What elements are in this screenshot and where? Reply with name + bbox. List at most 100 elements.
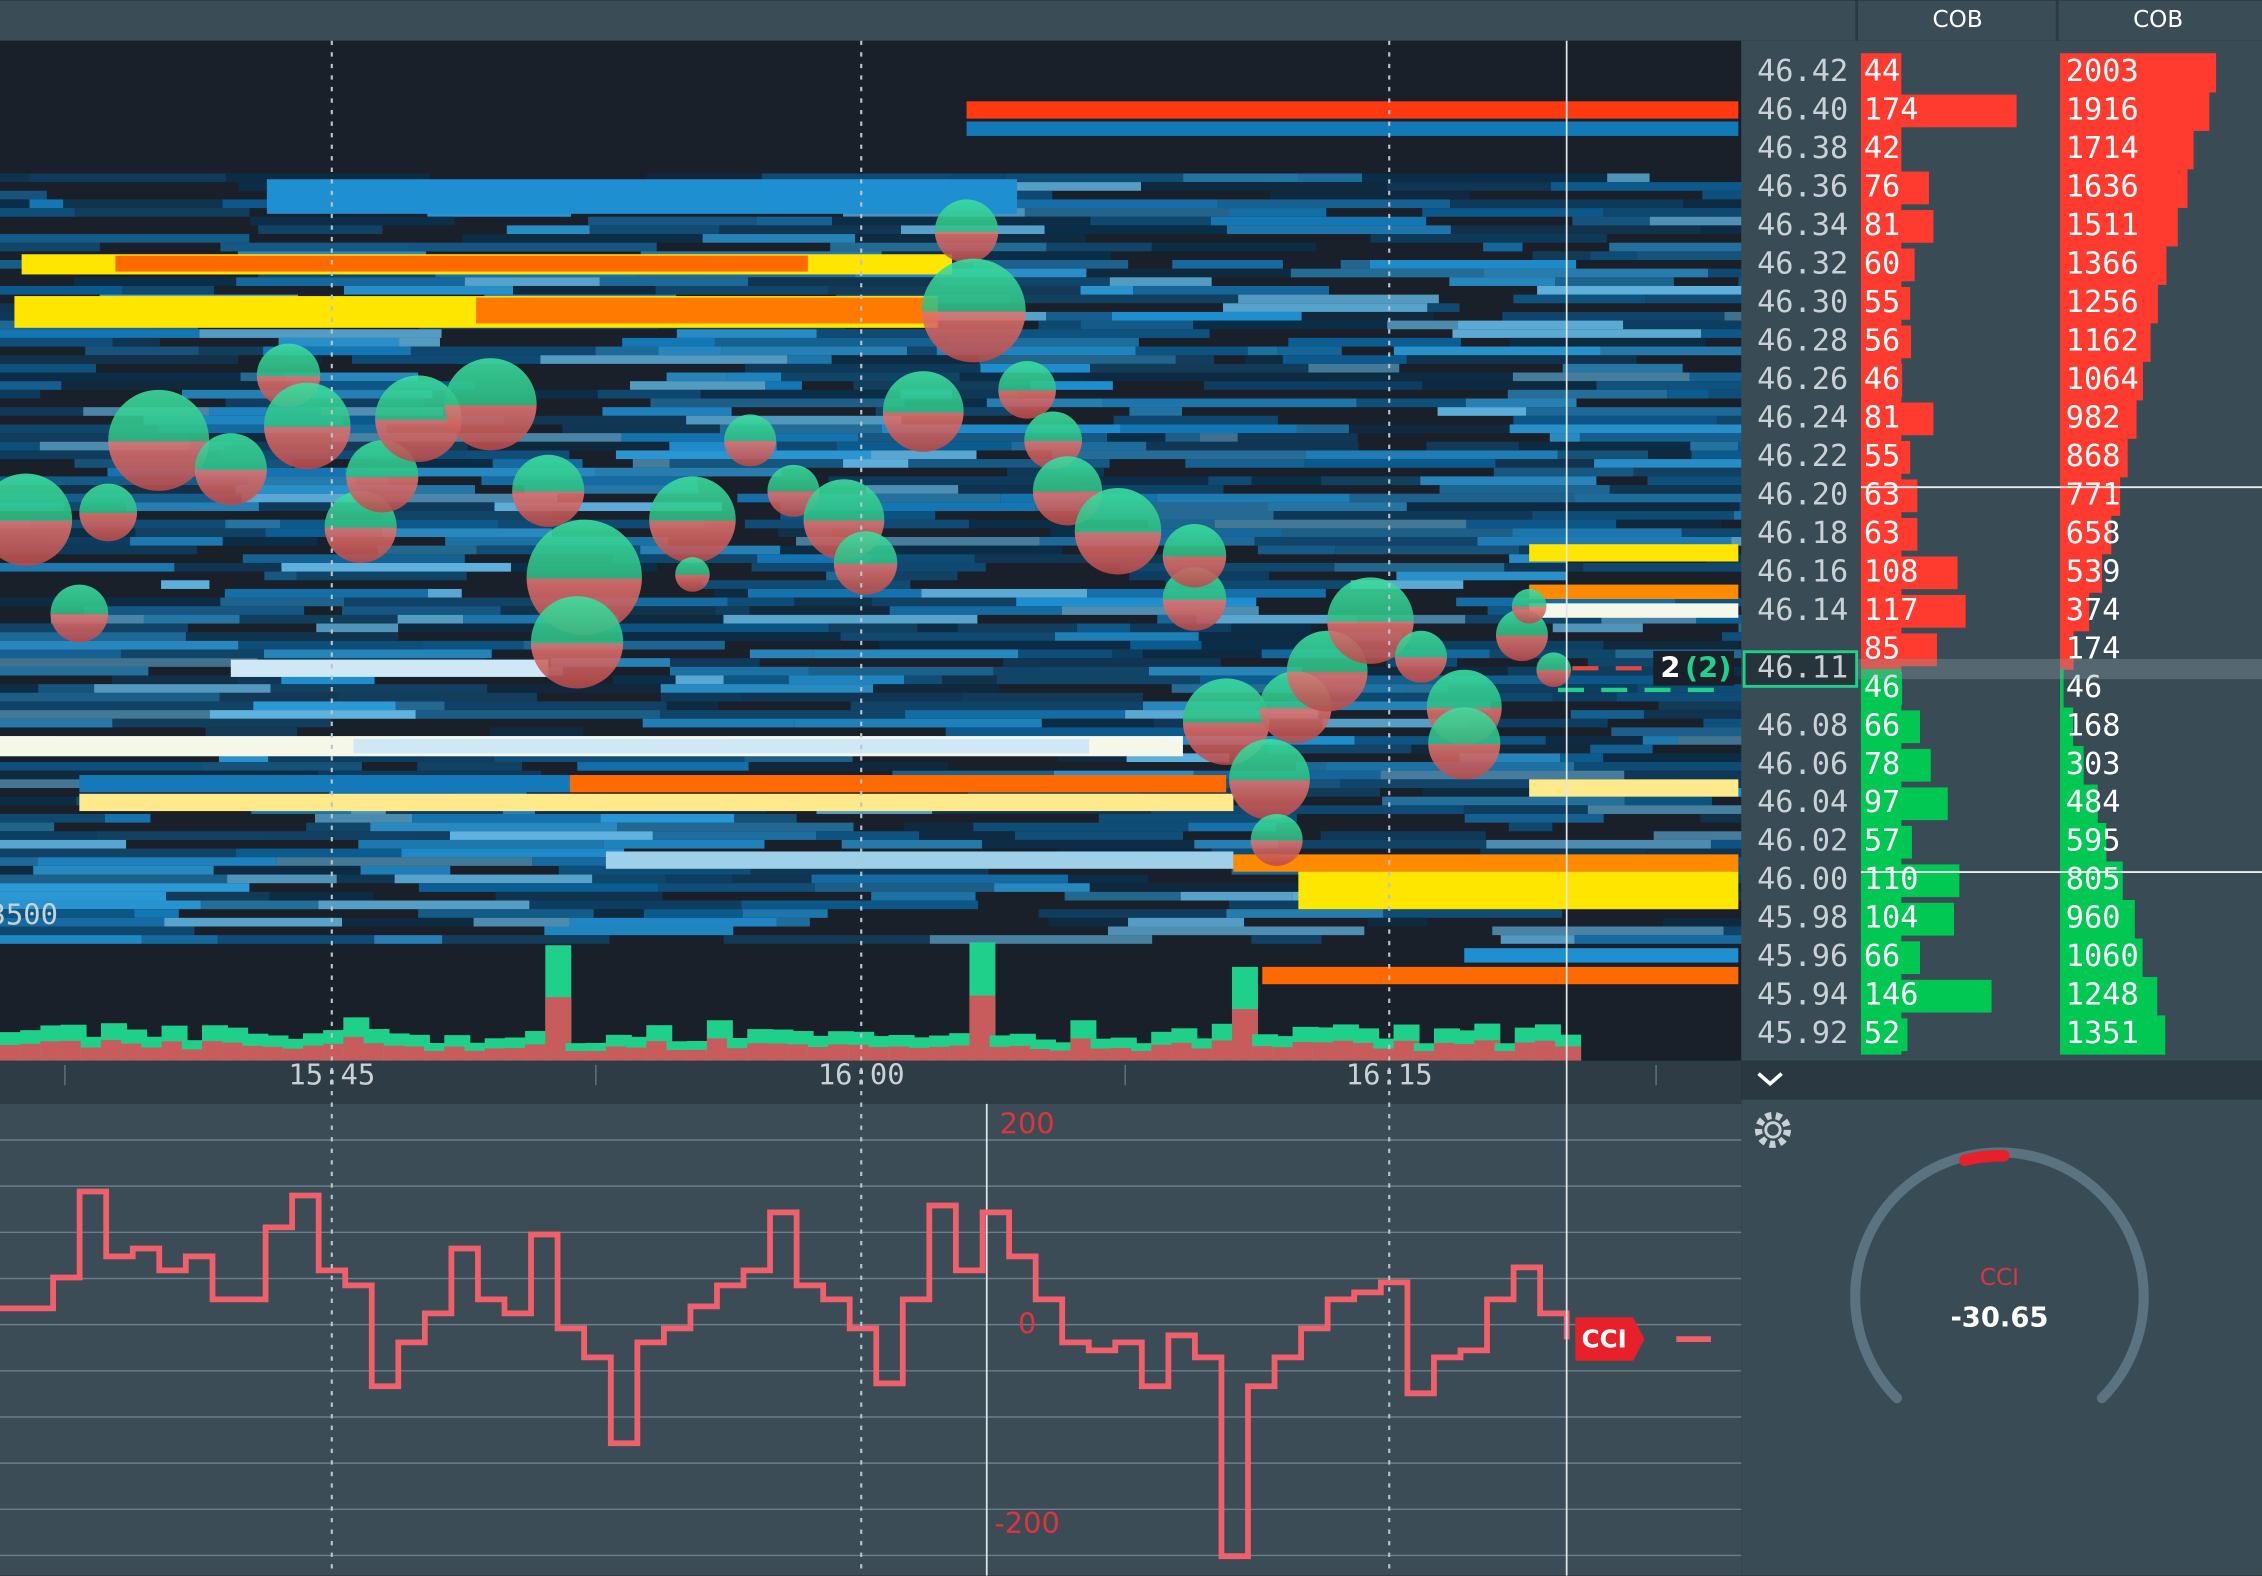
liquidity-cell (409, 242, 657, 252)
price-label: 46.26 (1757, 362, 1848, 397)
liquidity-cell (0, 666, 149, 676)
trade-bubble (263, 382, 351, 470)
liquidity-cell (1107, 433, 1166, 442)
liquidity-cell (881, 424, 1121, 434)
liquidity-band (1529, 779, 1739, 797)
size-bar (1860, 56, 1901, 89)
liquidity-cell (686, 415, 902, 425)
liquidity-cell (220, 597, 345, 607)
liquidity-band (1298, 871, 1739, 910)
liquidity-cell (464, 277, 600, 286)
liquidity-cell (218, 450, 466, 460)
price-label: 46.24 (1757, 400, 1848, 435)
liquidity-cell (1304, 459, 1496, 468)
trade-bubble (1182, 678, 1270, 765)
liquidity-cell (905, 710, 1126, 719)
liquidity-cell (865, 485, 959, 494)
liquidity-cell (993, 666, 1149, 676)
liquidity-cell (1210, 216, 1427, 226)
volume-down (828, 1044, 855, 1061)
position-label-bg (1653, 650, 1735, 686)
liquidity-cell (1611, 727, 1817, 737)
liquidity-cell (126, 502, 259, 512)
settings-gear[interactable] (1754, 1111, 1791, 1148)
cumulative-bar (2060, 207, 2178, 247)
liquidity-cell (141, 935, 218, 944)
liquidity-cell (1667, 389, 1709, 399)
liquidity-band (266, 179, 1018, 214)
size-bar (1860, 479, 1918, 513)
trade-bubble (108, 389, 210, 491)
trade-bubble (998, 360, 1056, 419)
volume-down (201, 1041, 228, 1061)
cumulative-value: 1162 (2066, 323, 2139, 358)
volume-down (0, 1044, 26, 1061)
liquidity-cell (410, 346, 596, 356)
cumulative-value: 658 (2066, 516, 2121, 551)
trade-bubble (194, 433, 267, 506)
liquidity-cell (1552, 623, 1643, 633)
liquidity-cell (1303, 701, 1491, 711)
liquidity-cell (1642, 736, 1678, 745)
liquidity-cell (1165, 580, 1351, 589)
volume-down (161, 1041, 188, 1061)
liquidity-cell (1061, 606, 1259, 615)
liquidity-cell (1601, 614, 1697, 624)
time-axis (0, 1060, 1742, 1104)
liquidity-cell (840, 632, 1055, 641)
liquidity-cell (1188, 822, 1276, 832)
liquidity-cell (831, 355, 980, 364)
liquidity-cell (1335, 545, 1520, 555)
liquidity-cell (1046, 242, 1152, 252)
liquidity-cell (0, 441, 40, 451)
volume-down (626, 1047, 653, 1061)
cob-header: COB (1933, 7, 1983, 33)
liquidity-cell (130, 536, 223, 546)
cumulative-value: 1064 (2066, 362, 2139, 397)
price-label: 46.28 (1757, 323, 1848, 358)
trade-bubble (724, 414, 777, 467)
liquidity-cell (343, 285, 514, 295)
gauge-value: -30.65 (1950, 1302, 2048, 1333)
collapse-chevron[interactable] (1757, 1072, 1783, 1087)
size-value: 52 (1864, 1016, 1900, 1051)
liquidity-cell (929, 935, 1153, 944)
volume-down (242, 1045, 269, 1061)
cumulative-value: 805 (2066, 862, 2121, 897)
liquidity-cell (0, 208, 75, 217)
volume-down (484, 1048, 511, 1061)
liquidity-cell (225, 519, 281, 529)
trade-bubble (530, 596, 624, 689)
liquidity-cell (1014, 831, 1184, 840)
size-bar (1860, 364, 1903, 397)
liquidity-cell (1669, 666, 1801, 676)
liquidity-cell (29, 199, 64, 209)
liquidity-cell (780, 502, 1036, 512)
liquidity-cell (962, 692, 1143, 702)
liquidity-cell (219, 692, 339, 702)
liquidity-cell (524, 485, 699, 494)
liquidity-cell (808, 666, 994, 676)
liquidity-band (1464, 948, 1739, 963)
liquidity-cell (811, 874, 1068, 884)
liquidity-cell (1044, 225, 1227, 235)
liquidity-cell (238, 640, 423, 650)
liquidity-cell (1050, 528, 1080, 537)
liquidity-cell (652, 831, 817, 840)
volume-down (222, 1042, 249, 1061)
liquidity-cell (903, 822, 974, 832)
liquidity-cell (422, 640, 524, 650)
liquidity-cell (1057, 753, 1127, 763)
price-label: 46.08 (1757, 708, 1848, 743)
volume-down (949, 1045, 976, 1061)
cumulative-value: 168 (2066, 708, 2121, 743)
liquidity-cell (1532, 251, 1591, 261)
liquidity-cell (1130, 640, 1202, 650)
liquidity-cell (1142, 649, 1262, 659)
liquidity-cell (0, 891, 167, 901)
liquidity-cell (63, 199, 223, 209)
liquidity-cell (727, 597, 795, 607)
liquidity-cell (0, 640, 239, 650)
liquidity-cell (1052, 450, 1306, 460)
